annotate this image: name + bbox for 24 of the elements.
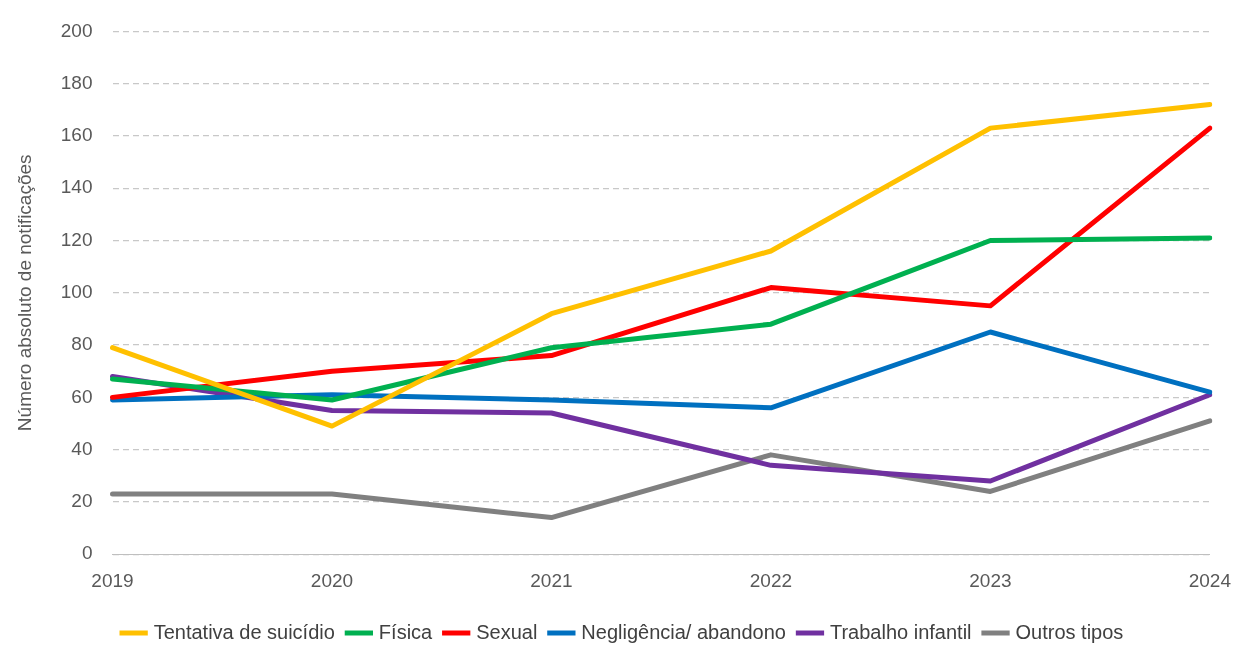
legend-label: Sexual: [476, 620, 538, 643]
x-tick-label: 2019: [91, 569, 134, 591]
y-tick-label: 140: [60, 176, 93, 198]
y-tick-label: 120: [60, 228, 93, 250]
x-tick-label: 2020: [310, 569, 354, 591]
y-tick-label: 60: [71, 385, 93, 407]
x-tick-label: 2024: [1188, 569, 1232, 591]
legend-label: Física: [378, 620, 434, 643]
y-tick-label: 0: [81, 542, 93, 564]
legend-label: Tentativa de suicídio: [153, 620, 335, 643]
y-tick-label: 100: [60, 281, 93, 303]
y-axis-title: Número absoluto de notificações: [13, 154, 35, 432]
legend-label: Negligência/ abandono: [581, 620, 786, 643]
y-tick-label: 180: [60, 71, 93, 93]
y-tick-label: 40: [71, 437, 93, 459]
y-tick-label: 160: [60, 124, 93, 146]
y-tick-label: 80: [71, 333, 93, 355]
x-tick-label: 2022: [749, 569, 793, 591]
y-tick-label: 20: [71, 490, 93, 512]
x-tick-label: 2021: [530, 569, 573, 591]
legend-label: Trabalho infantil: [829, 620, 972, 643]
y-tick-label: 200: [60, 19, 93, 41]
legend-label: Outros tipos: [1015, 620, 1124, 643]
x-tick-label: 2023: [969, 569, 1012, 591]
